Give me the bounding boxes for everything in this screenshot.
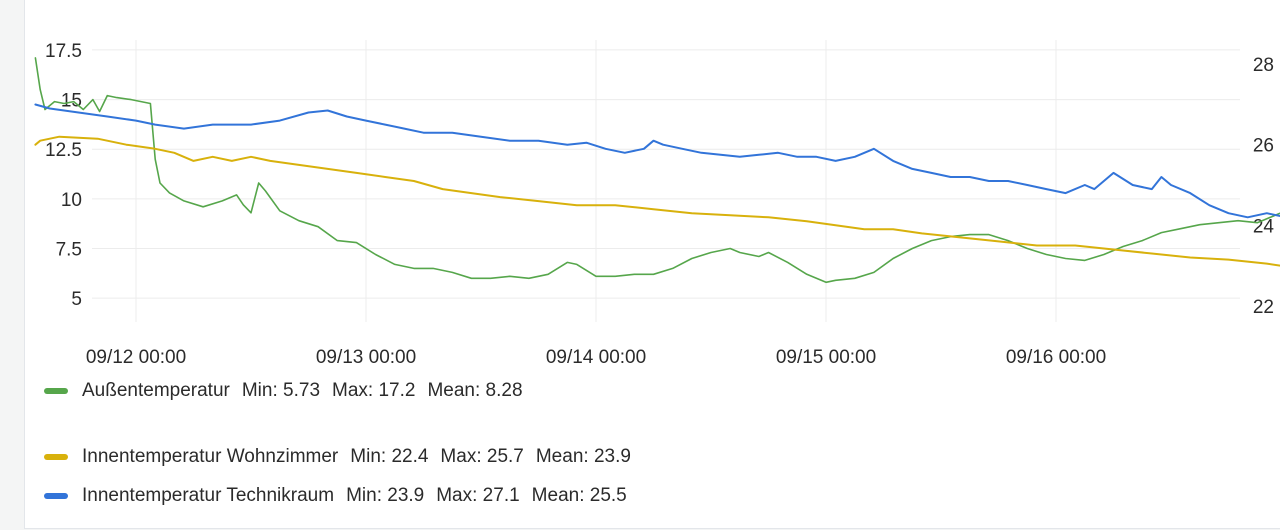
- legend-min: Min: 22.4: [350, 446, 429, 467]
- y-right-tick-label: 28: [1253, 55, 1274, 76]
- legend-max: Max: 25.7: [440, 446, 524, 467]
- y-left-tick-label: 10: [61, 190, 82, 211]
- x-axis-ticks: 09/12 00:00 09/13 00:00 09/14 00:00 09/15 0…: [86, 347, 1106, 368]
- chart-panel: [24, 0, 1280, 529]
- y-right-tick-label: 22: [1253, 297, 1274, 318]
- y-left-tick-label: 15: [61, 91, 82, 112]
- legend-mean: Mean: 8.28: [427, 380, 523, 401]
- series-line-0: [34, 57, 1280, 284]
- legend-swatch: [44, 388, 68, 394]
- x-tick-label: 09/14 00:00: [546, 347, 646, 368]
- legend-min: Min: 23.9: [346, 485, 425, 506]
- legend-mean: Mean: 25.5: [531, 485, 627, 506]
- grid-lines: [92, 40, 1240, 322]
- legend-item-aussentemperatur[interactable]: Außentemperatur Min: 5.73 Max: 17.2 Mean…: [44, 380, 523, 402]
- x-tick-label: 09/15 00:00: [776, 347, 876, 368]
- x-tick-label: 09/12 00:00: [86, 347, 186, 368]
- y-left-tick-label: 7.5: [56, 240, 82, 261]
- legend-label: Innentemperatur Technikraum: [82, 485, 335, 506]
- y-left-tick-label: 12.5: [45, 140, 82, 161]
- legend-min: Min: 5.73: [241, 380, 321, 401]
- legend-label: Innentemperatur Wohnzimmer: [82, 446, 339, 467]
- legend-swatch: [44, 454, 68, 460]
- x-tick-label: 09/16 00:00: [1006, 347, 1106, 368]
- legend-label: Außentemperatur: [82, 380, 230, 401]
- legend-max: Max: 27.1: [436, 485, 520, 506]
- legend-mean: Mean: 23.9: [535, 446, 631, 467]
- left-axis-ticks: 17.5 15 12.5 10 7.5 5: [45, 41, 82, 310]
- legend-max: Max: 17.2: [332, 380, 416, 401]
- x-tick-label: 09/13 00:00: [316, 347, 416, 368]
- y-right-tick-label: 26: [1253, 136, 1274, 157]
- series-line-2: [34, 103, 1280, 219]
- series-line-1: [34, 135, 1280, 267]
- series-lines: [34, 57, 1280, 284]
- legend-item-wohnzimmer[interactable]: Innentemperatur Wohnzimmer Min: 22.4 Max…: [44, 446, 631, 468]
- legend-swatch: [44, 493, 68, 499]
- y-left-tick-label: 17.5: [45, 41, 82, 62]
- legend-item-technikraum[interactable]: Innentemperatur Technikraum Min: 23.9 Ma…: [44, 485, 627, 507]
- y-left-tick-label: 5: [71, 289, 82, 310]
